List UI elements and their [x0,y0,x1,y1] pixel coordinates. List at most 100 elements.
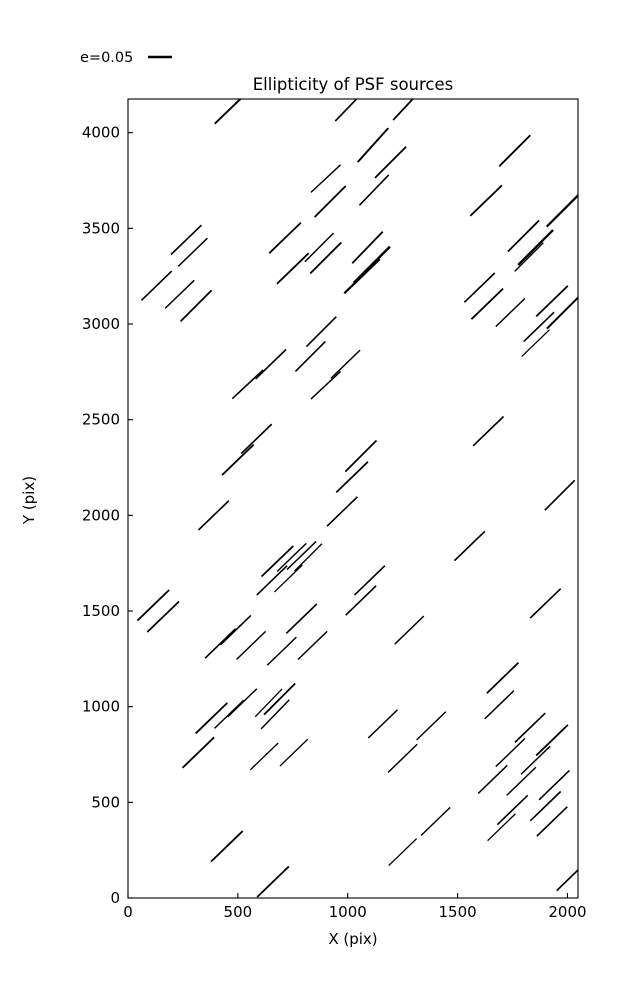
whisker-segment [496,794,529,826]
whisker-segment [535,724,569,757]
whisker-segment [529,588,562,619]
whisker-segment [343,258,381,295]
whisker-segment [136,589,170,622]
whisker-segment [263,682,296,716]
whisker-segment [545,193,578,228]
whisker-segment [294,543,323,572]
whisker-segment [538,769,571,801]
whisker-segment [556,868,578,892]
whisker-segment [353,565,386,596]
whisker-segment [309,241,342,275]
whisker-segment [484,690,515,720]
y-tick-label: 0 [110,889,120,907]
whisker-segment [304,232,334,263]
whisker-segment [177,237,208,267]
whisker-segment [231,369,264,400]
whisker-segment [297,630,328,661]
x-tick-label: 1000 [329,903,367,921]
whisker-segment [358,174,390,206]
whisker-series [136,99,578,898]
whisker-segment [227,688,258,718]
whisker-segment [276,252,310,285]
whisker-segment [219,614,252,646]
whisker-segment [326,496,358,527]
whisker-segment [334,99,358,122]
whisker-segment [351,231,384,264]
whisker-segment [535,285,569,317]
whisker-segment [344,439,378,473]
whisker-segment [249,742,279,771]
y-axis-label: Y (pix) [20,476,38,525]
y-axis-ticks: 0 500 1000 1500 2000 2500 3000 3500 4000 [82,124,133,907]
whisker-segment [256,565,288,596]
x-axis-ticks: 0 500 1000 1500 2000 [123,893,587,921]
whisker-segment [498,134,531,168]
whisker-segment [514,242,544,272]
whisker-segment [170,224,202,256]
whisker-segment [520,745,551,775]
whisker-segment [276,542,307,573]
whisker-segment [335,461,369,493]
whisker-segment [179,289,213,323]
whisker-segment [214,99,242,125]
legend-label: e=0.05 [80,50,133,66]
whisker-segment [286,540,317,571]
whisker-segment [260,699,290,730]
whisker-segment [394,615,425,645]
whisker-segment [345,585,377,616]
whisker-segment [305,316,337,348]
whisker-segment [279,738,309,767]
whisker-segment [256,865,290,898]
whisker-segment [195,702,228,735]
whisker-segment [146,600,180,633]
whisker-segment [285,603,318,634]
y-tick-label: 1500 [82,602,120,620]
whisker-segment [310,164,342,193]
whisker-segment [204,628,237,659]
whisker-segment [529,790,562,822]
whisker-segment [221,443,255,476]
y-tick-label: 3500 [82,219,120,237]
whisker-segment [254,688,283,718]
whisker-segment [487,813,516,842]
y-tick-label: 2500 [82,411,120,429]
whisker-segment [310,370,342,400]
whisker-segment [477,764,508,794]
y-tick-label: 3000 [82,315,120,333]
legend: e=0.05 [80,50,172,66]
y-tick-label: 500 [91,793,120,811]
whisker-segment [260,545,294,578]
whisker-segment [495,297,526,328]
whisker-segment [266,636,297,666]
whisker-segment [506,766,537,796]
whisker-segment [330,349,361,379]
axes-frame [127,98,579,899]
whisker-segment [388,838,418,866]
whisker-segment [210,830,244,863]
whisker-segment [197,500,230,531]
whisker-segment [387,743,418,773]
y-tick-label: 2000 [82,506,120,524]
whisker-segment [536,806,568,837]
whisker-segment [164,279,195,309]
x-tick-label: 0 [123,903,133,921]
whisker-segment [463,272,496,303]
x-tick-label: 1500 [438,903,476,921]
x-tick-label: 2000 [548,903,586,921]
whisker-segment [514,712,546,743]
whisker-segment [181,736,215,769]
whisker-segment [521,329,550,358]
whisker-segment [294,341,326,373]
whisker-segment [495,738,526,768]
whisker-segment [268,221,302,254]
whisker-segment [367,709,398,739]
whisker-segment [214,699,245,729]
page-title: Ellipticity of PSF sources [253,75,454,94]
whisker-segment [544,479,576,511]
whisker-segment [420,806,451,837]
whisker-segment [507,219,540,253]
whisker-segment [235,630,267,661]
whisker-segment [255,348,287,380]
